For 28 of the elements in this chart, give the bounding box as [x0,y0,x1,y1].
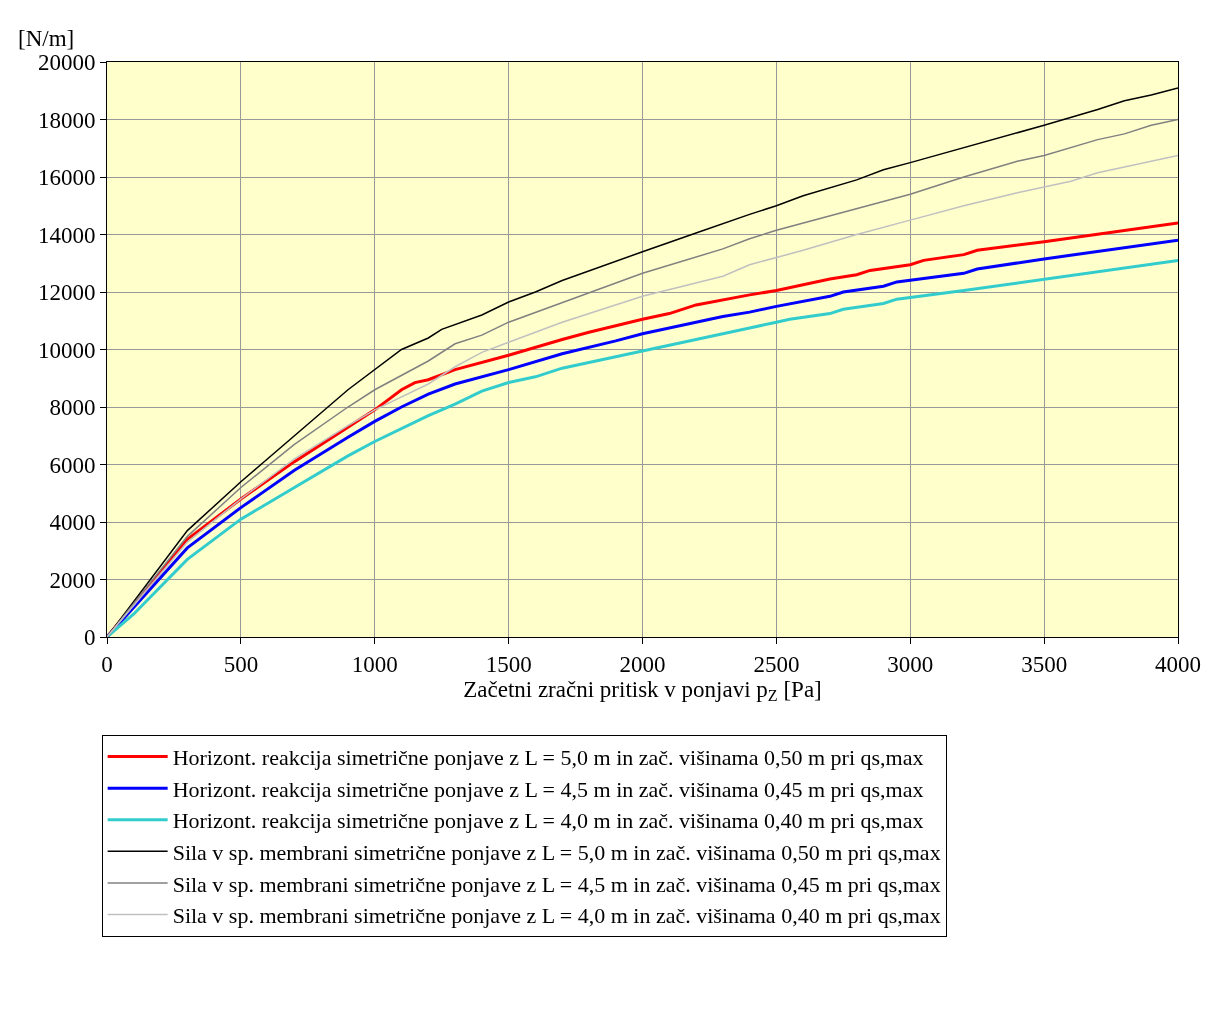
y-tick-label: 8000 [49,395,96,421]
legend-label: Horizont. reakcija simetrične ponjave z L = 4,0 m in zač. višinama 0,40 m pri qs,max [172,808,924,834]
x-tick-label: 2000 [619,651,666,677]
y-tick-label: 0 [83,625,96,651]
y-tick-label: 20000 [37,50,96,76]
x-tick-label: 3000 [887,651,934,677]
x-tick-label: 1000 [351,651,398,677]
x-tick-label: 500 [223,651,259,677]
y-tick-label: 16000 [37,165,96,191]
x-tick-label: 1500 [485,651,532,677]
legend-label: Sila v sp. membrani simetrične ponjave z L = 4,5 m in zač. višinama 0,45 m pri qs,max [172,871,941,897]
y-axis-title: [N/m] [18,26,75,51]
y-tick-label: 18000 [37,107,96,133]
y-tick-label: 6000 [49,452,96,478]
y-tick-label: 14000 [37,222,96,248]
y-tick-label: 12000 [37,280,96,306]
legend-label: Sila v sp. membrani simetrične ponjave z L = 4,0 m in zač. višinama 0,40 m pri qs,max [172,903,941,929]
y-tick-label: 4000 [49,510,96,536]
x-axis-title: Začetni zračni pritisk v ponjavi p$_{Z}$ [Pa] [463,676,822,705]
legend-label: Horizont. reakcija simetrične ponjave z L = 5,0 m in zač. višinama 0,50 m pri qs,max [172,745,924,771]
y-tick-label: 10000 [37,337,96,363]
legend-label: Sila v sp. membrani simetrične ponjave z L = 5,0 m in zač. višinama 0,50 m pri qs,max [172,839,941,865]
x-tick-label: 4000 [1155,651,1201,677]
x-tick-label: 3500 [1021,651,1068,677]
legend-label: Horizont. reakcija simetrične ponjave z L = 4,5 m in zač. višinama 0,45 m pri qs,max [172,776,924,802]
x-tick-label: 2500 [753,651,800,677]
y-tick-label: 2000 [49,567,96,593]
x-tick-label: 0 [101,651,113,677]
